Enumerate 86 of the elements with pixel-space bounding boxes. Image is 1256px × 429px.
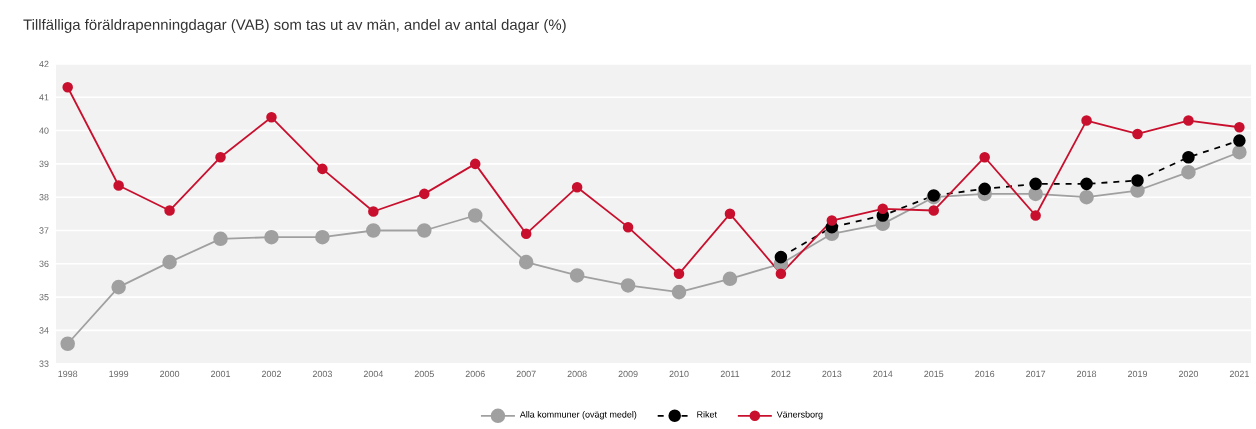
point: [1029, 177, 1042, 191]
point: [366, 223, 381, 239]
point: [264, 230, 279, 245]
point: [1233, 134, 1246, 148]
x-tick-label: 2015: [924, 371, 944, 378]
point: [1182, 151, 1195, 164]
x-tick-label: 2011: [720, 371, 740, 378]
x-tick-label: 2008: [567, 371, 587, 378]
point: [671, 285, 687, 300]
point: [1030, 210, 1041, 222]
y-tick-label: 33: [39, 360, 49, 368]
x-tick-label: 2013: [822, 371, 842, 378]
point: [1080, 177, 1093, 191]
x-tick-label: 1998: [58, 371, 78, 378]
x-tick-label: 2009: [618, 371, 638, 378]
legend-label: Alla kommuner (ovägt medel): [519, 411, 637, 420]
point: [571, 182, 583, 193]
y-tick-label: 41: [39, 94, 49, 101]
point: [518, 255, 534, 270]
y-tick-label: 38: [39, 194, 49, 201]
point: [978, 182, 991, 196]
x-tick-label: 2012: [771, 371, 791, 378]
y-tick-label: 35: [39, 294, 49, 301]
point: [315, 230, 330, 245]
point: [1232, 145, 1247, 160]
x-tick-label: 1999: [109, 371, 129, 378]
point: [419, 188, 430, 200]
x-tick-label: 2005: [414, 371, 434, 378]
x-tick-label: 2019: [1127, 371, 1148, 378]
point: [520, 228, 532, 240]
x-tick-label: 2000: [160, 371, 180, 378]
x-tick-label: 2007: [516, 371, 536, 378]
point: [60, 336, 75, 352]
point: [215, 152, 226, 163]
point: [1234, 122, 1245, 133]
point: [774, 251, 788, 264]
point: [877, 203, 889, 215]
y-tick-label: 36: [39, 260, 49, 268]
point: [113, 180, 124, 192]
point: [111, 280, 126, 295]
point: [1079, 190, 1094, 205]
point: [213, 231, 228, 247]
x-tick-label: 2002: [261, 371, 281, 378]
x-tick-label: 2018: [1077, 371, 1097, 378]
point: [162, 255, 177, 270]
y-tick-label: 37: [39, 227, 49, 234]
point: [775, 268, 787, 280]
legend-label: Riket: [697, 411, 717, 418]
point: [317, 163, 328, 175]
point: [928, 205, 940, 217]
point: [1132, 128, 1143, 140]
point: [622, 222, 634, 233]
y-tick-label: 40: [39, 127, 49, 134]
x-tick-label: 2021: [1229, 371, 1249, 378]
point: [1183, 115, 1194, 127]
point: [620, 278, 636, 293]
point: [164, 205, 175, 217]
point: [826, 215, 838, 227]
point: [417, 223, 432, 239]
point: [1081, 115, 1092, 127]
chart-title: Tillfälliga föräldrapenningdagar (VAB) som tas ut av män, andel av antal dagar (%): [23, 19, 566, 34]
y-tick-label: 42: [39, 61, 49, 68]
point: [722, 271, 738, 287]
x-tick-label: 2006: [465, 371, 485, 378]
point: [673, 268, 685, 280]
point: [266, 112, 277, 123]
point: [1181, 165, 1196, 180]
x-tick-label: 2020: [1178, 371, 1199, 378]
legend-label: Vänersborg: [776, 411, 823, 420]
y-tick-label: 34: [39, 327, 49, 334]
x-tick-label: 2017: [1026, 371, 1046, 378]
x-tick-label: 2001: [210, 371, 231, 378]
x-tick-label: 2010: [669, 371, 689, 378]
point: [467, 208, 483, 224]
point: [724, 208, 736, 220]
point: [569, 268, 585, 283]
point: [1131, 174, 1144, 188]
x-tick-label: 2014: [873, 371, 893, 378]
point: [469, 158, 481, 170]
point: [368, 206, 379, 218]
x-tick-label: 2004: [363, 371, 384, 378]
point: [62, 82, 73, 93]
point: [979, 152, 990, 163]
x-tick-label: 2003: [312, 371, 332, 378]
x-tick-label: 2016: [975, 371, 995, 378]
y-tick-label: 39: [39, 160, 49, 168]
